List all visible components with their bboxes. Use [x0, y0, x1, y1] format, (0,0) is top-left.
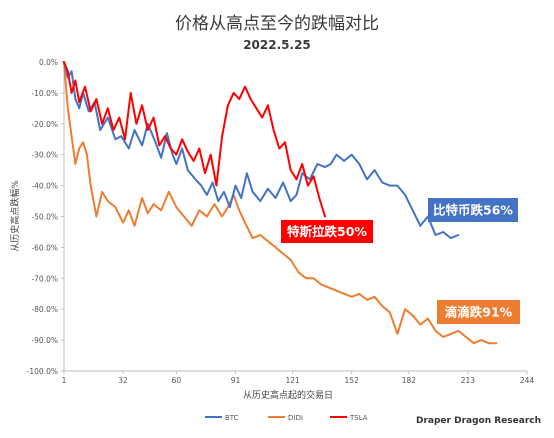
legend-item-didi: DIDI: [268, 414, 303, 422]
y-tick-label: -60.0%: [31, 243, 58, 252]
chart-subtitle: 2022.5.25: [243, 38, 311, 52]
callout-didi: 滴滴跌91%: [437, 300, 520, 324]
y-tick-label: -20.0%: [31, 120, 58, 129]
series-line-btc: [63, 61, 460, 240]
y-tick-label: -30.0%: [31, 151, 58, 160]
x-tick-label: 32: [118, 376, 128, 385]
y-tick-label: -70.0%: [31, 274, 58, 283]
y-tick-label: -40.0%: [31, 182, 58, 191]
callout-box: [428, 198, 518, 222]
x-tick-label: 121: [285, 376, 300, 385]
y-tick-label: -50.0%: [31, 213, 58, 222]
source-note: Draper Dragon Research: [416, 416, 541, 426]
x-tick-label: 182: [402, 376, 417, 385]
callout-box: [437, 300, 520, 324]
legend-item-btc: BTC: [205, 414, 239, 422]
y-tick-label: -100.0%: [27, 367, 58, 376]
x-tick-label: 213: [461, 376, 476, 385]
x-tick-label: 60: [172, 376, 182, 385]
callout-box: [281, 220, 373, 243]
series-line-tsla: [63, 61, 326, 218]
y-tick-label: -90.0%: [31, 336, 58, 345]
legend-label: TSLA: [349, 414, 368, 422]
y-tick-label: -80.0%: [31, 305, 58, 314]
x-tick-label: 244: [520, 376, 535, 385]
x-tick-label: 91: [231, 376, 241, 385]
x-tick-label: 152: [345, 376, 360, 385]
chart-title: 价格从高点至今的跌幅对比: [175, 14, 379, 34]
callout-btc: 比特币跌56%: [428, 198, 518, 222]
legend-item-tsla: TSLA: [330, 414, 368, 422]
callout-label: 特斯拉跌50%: [287, 224, 367, 239]
legend-label: DIDI: [288, 414, 303, 422]
callout-label: 比特币跌56%: [433, 203, 513, 218]
y-axis-label: 从历史高点跌幅%: [9, 180, 21, 252]
x-tick-label: 1: [62, 376, 67, 385]
callouts: 比特币跌56% 滴滴跌91% 特斯拉跌50%: [281, 198, 520, 324]
axes: 0.0% -10.0% -20.0% -30.0% -40.0% -50.0% -60.0%…: [27, 58, 535, 385]
series-line-didi: [63, 61, 498, 345]
y-tick-label: 0.0%: [39, 58, 58, 67]
x-axis-label: 从历史高点起的交易日: [243, 389, 333, 401]
legend-label: BTC: [225, 414, 239, 422]
legend: BTC DIDI TSLA: [205, 414, 368, 422]
series-layer: [63, 61, 498, 345]
callout-label: 滴滴跌91%: [445, 305, 513, 320]
y-tick-label: -10.0%: [31, 89, 58, 98]
callout-tsla: 特斯拉跌50%: [281, 220, 373, 243]
